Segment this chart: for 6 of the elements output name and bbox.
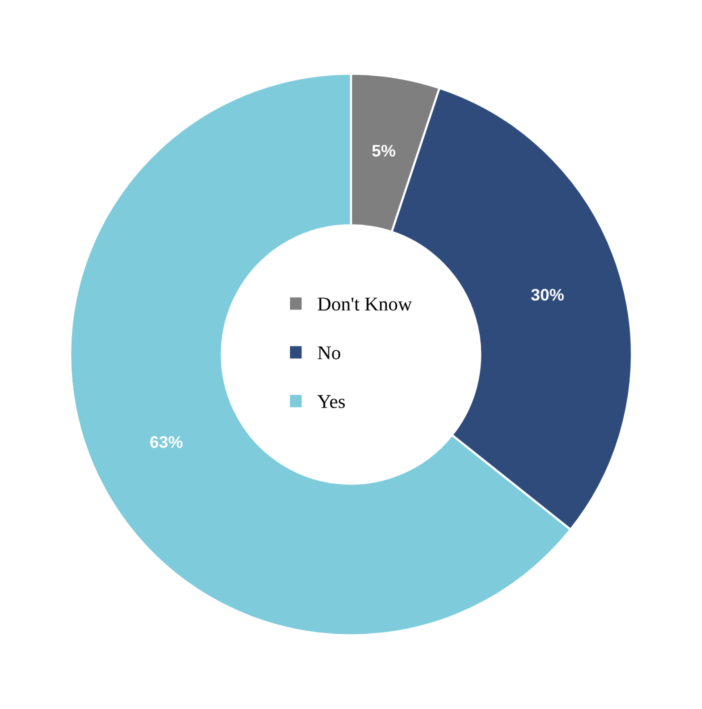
- data-label: 30%: [531, 288, 564, 301]
- data-label: 5%: [372, 144, 396, 157]
- legend-label: Yes: [317, 395, 345, 408]
- legend-label: No: [318, 346, 340, 360]
- data-label: 63%: [150, 436, 183, 448]
- legend-label: Don't Know: [318, 298, 412, 311]
